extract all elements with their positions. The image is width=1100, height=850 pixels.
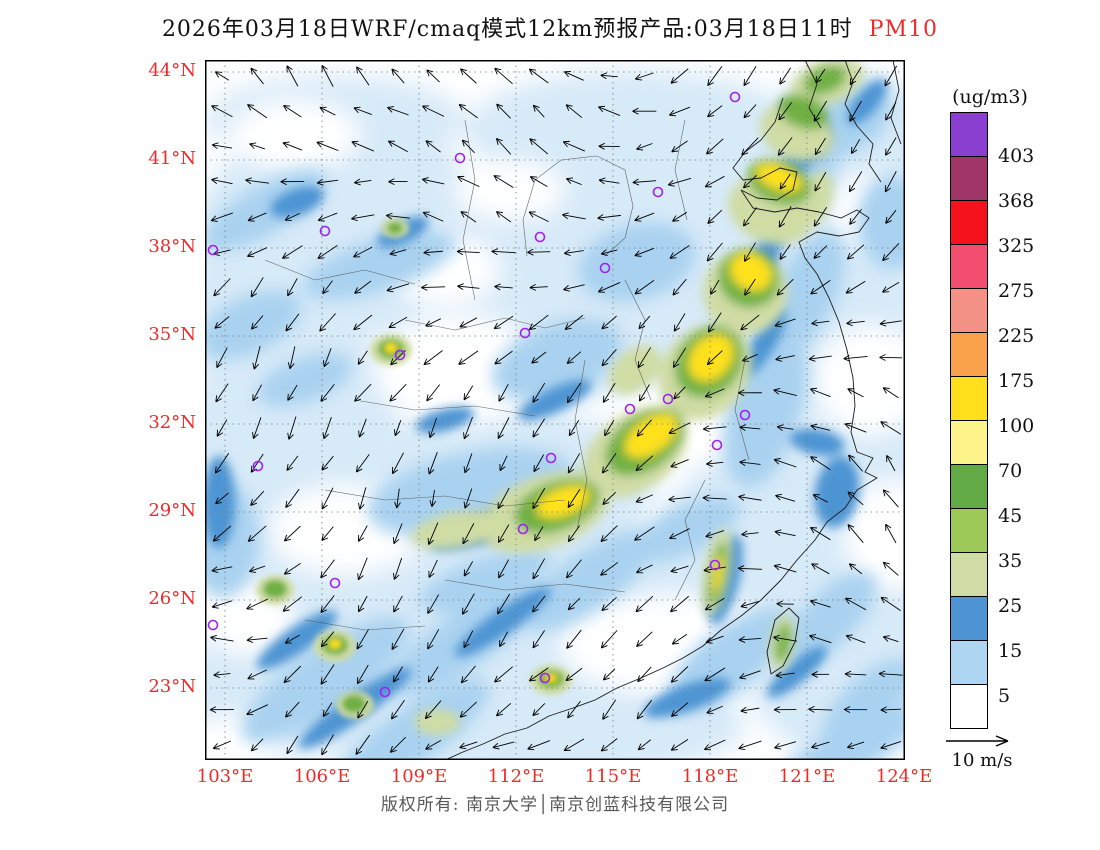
station-marker (519, 327, 531, 339)
station-marker (624, 403, 636, 415)
colorbar-label: 225 (998, 325, 1035, 347)
lat-tick-label: 29°N (148, 500, 196, 521)
lon-tick-label: 115°E (584, 766, 642, 787)
station-marker (252, 460, 264, 472)
station-marker (319, 225, 331, 237)
colorbar-label: 368 (998, 190, 1035, 212)
station-marker (545, 452, 557, 464)
colorbar-label: 275 (998, 280, 1035, 302)
lon-tick-label: 106°E (293, 766, 351, 787)
colorbar-box (950, 332, 988, 377)
coastlines (444, 60, 902, 760)
colorbar-label: 35 (998, 550, 1023, 572)
colorbar-label: 45 (998, 505, 1023, 527)
colorbar-label: 70 (998, 460, 1023, 482)
colorbar-box (950, 596, 988, 641)
lon-tick-label: 118°E (681, 766, 739, 787)
station-marker (329, 577, 341, 589)
colorbar-box (950, 552, 988, 597)
colorbar-label: 100 (998, 415, 1035, 437)
station-markers (207, 91, 751, 698)
page-title: 2026年03月18日WRF/cmaq模式12km预报产品:03月18日11时 P… (0, 11, 1100, 43)
lat-tick-label: 44°N (148, 60, 196, 81)
station-marker (517, 523, 529, 535)
wind-reference-label: 10 m/s (951, 750, 1013, 771)
lon-tick-label: 124°E (875, 766, 933, 787)
lat-tick-label: 26°N (148, 588, 196, 609)
lat-tick-label: 32°N (148, 412, 196, 433)
station-marker (207, 244, 219, 256)
station-marker (652, 186, 664, 198)
title-text: 2026年03月18日WRF/cmaq模式12km预报产品:03月18日11时 (161, 17, 853, 42)
wind-reference-arrow-icon (946, 735, 1009, 747)
station-marker (394, 349, 406, 361)
colorbar-box (950, 420, 988, 465)
colorbar-box (950, 640, 988, 685)
colorbar-box (950, 508, 988, 553)
colorbar-label: 175 (998, 370, 1035, 392)
lat-tick-label: 23°N (148, 676, 196, 697)
station-marker (729, 91, 741, 103)
colorbar-box (950, 156, 988, 201)
station-marker (711, 439, 723, 451)
colorbar-label: 25 (998, 595, 1023, 617)
station-marker (539, 672, 551, 684)
colorbar-unit-label: (ug/m3) (952, 86, 1028, 108)
lat-tick-label: 41°N (148, 148, 196, 169)
colorbar-label: 403 (998, 145, 1035, 167)
map-border (205, 60, 905, 760)
lat-tick-label: 38°N (148, 236, 196, 257)
station-marker (534, 231, 546, 243)
lon-tick-label: 109°E (390, 766, 448, 787)
pm-field-spots-layer (256, 218, 572, 719)
station-marker (739, 409, 751, 421)
colorbar-box (950, 200, 988, 245)
colorbar-label: 5 (998, 685, 1011, 707)
station-marker (599, 262, 611, 274)
map-panel (205, 60, 905, 760)
colorbar-label: 15 (998, 640, 1023, 662)
lat-tick-label: 35°N (148, 324, 196, 345)
colorbar-box (950, 288, 988, 333)
colorbar-label: 325 (998, 235, 1035, 257)
wind-vectors (209, 65, 903, 756)
colorbar-box (950, 464, 988, 509)
lon-tick-label: 121°E (778, 766, 836, 787)
colorbar-box (950, 244, 988, 289)
lon-tick-label: 103°E (196, 766, 254, 787)
forecast-map (205, 60, 905, 760)
station-marker (662, 393, 674, 405)
pm-field-band-layer (411, 60, 864, 735)
copyright-footer: 版权所有: 南京大学│南京创蓝科技有限公司 (380, 795, 730, 815)
species-label: PM10 (868, 17, 939, 42)
province-boundaries (264, 119, 750, 631)
station-marker (379, 686, 391, 698)
colorbar-box (950, 684, 988, 729)
station-marker (454, 152, 466, 164)
lon-tick-label: 112°E (487, 766, 545, 787)
station-marker (709, 559, 721, 571)
colorbar-box (950, 112, 988, 157)
colorbar (950, 112, 988, 729)
station-marker (207, 619, 219, 631)
colorbar-box (950, 376, 988, 421)
